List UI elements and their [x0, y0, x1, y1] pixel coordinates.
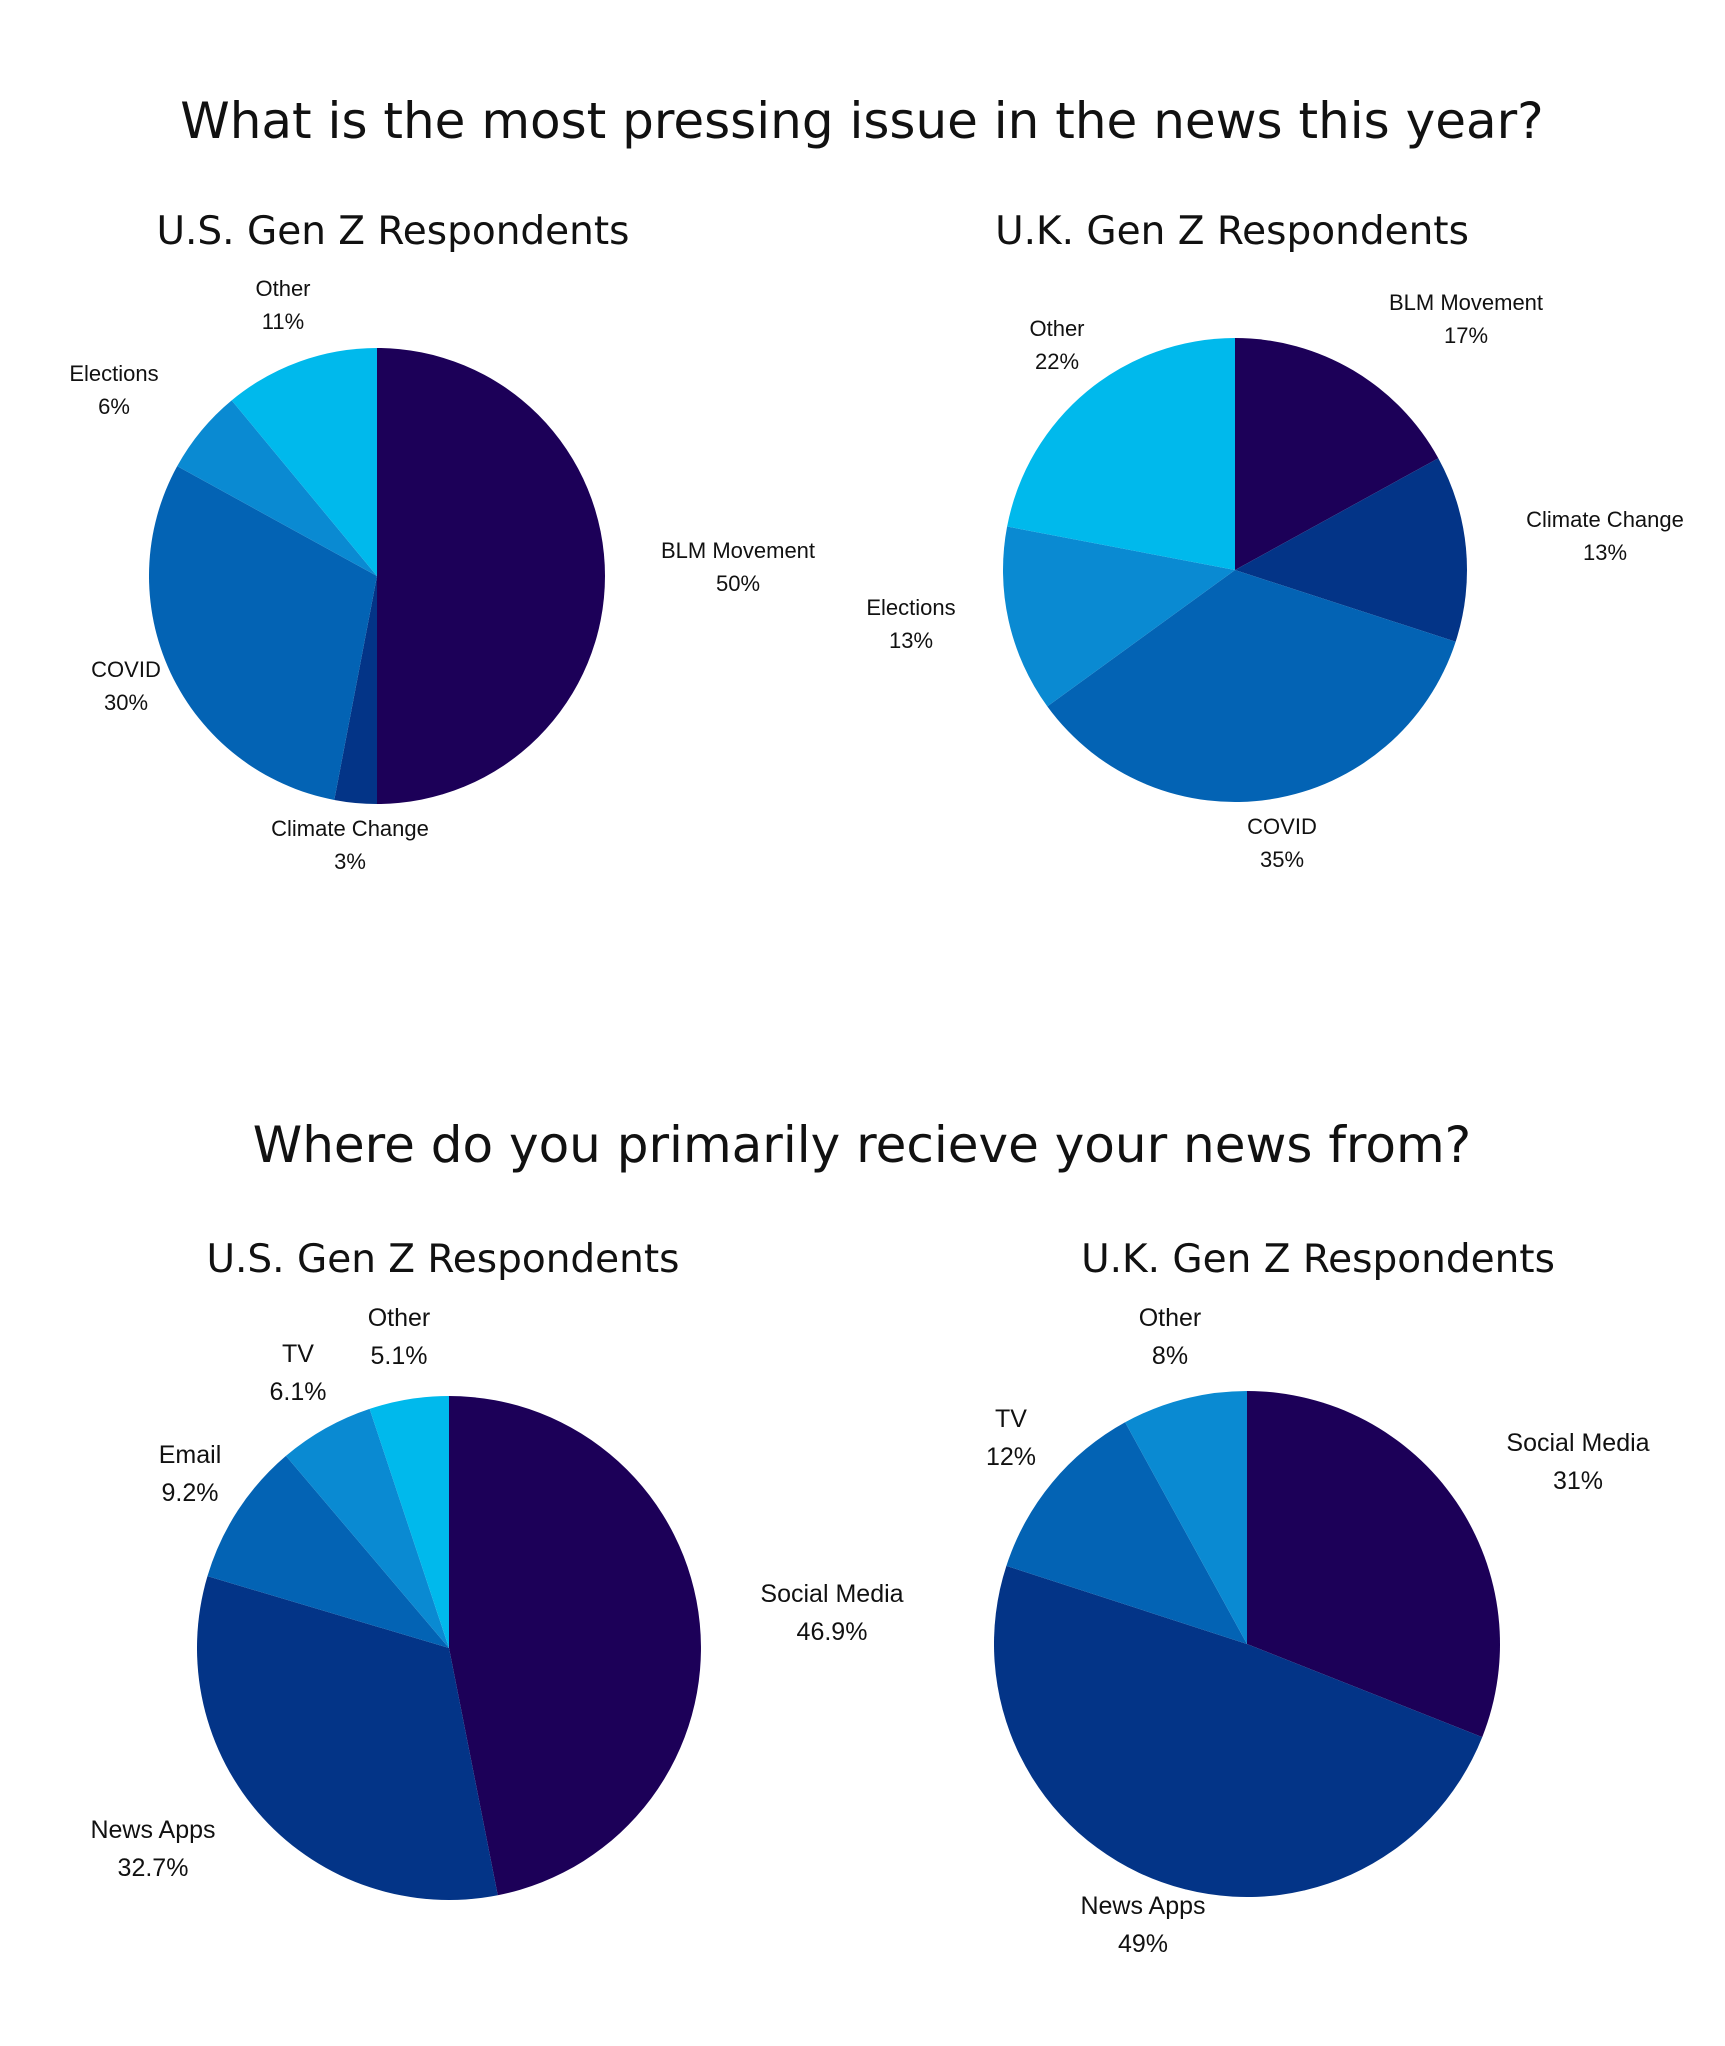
chart-title: U.K. Gen Z Respondents: [995, 209, 1469, 254]
slice-value-tv: 12%: [986, 1443, 1036, 1471]
slice-value-climate-change: 13%: [1583, 540, 1627, 565]
slice-value-climate-change: 3%: [334, 849, 366, 874]
slice-value-social-media: 31%: [1553, 1467, 1603, 1495]
slice-tv: [285, 1408, 449, 1648]
slice-label-news-apps: News Apps: [90, 1816, 215, 1844]
slice-label-other: Other: [368, 1304, 431, 1332]
slice-label-social-media: Social Media: [1506, 1429, 1649, 1457]
slice-social-media: [1247, 1391, 1500, 1738]
slice-label-social-media: Social Media: [760, 1580, 903, 1608]
slice-value-tv: 6.1%: [270, 1378, 327, 1406]
section-title-issues: What is the most pressing issue in the n…: [180, 92, 1543, 150]
slice-email: [207, 1455, 449, 1648]
slice-other: [1125, 1391, 1247, 1644]
slice-news-apps: [197, 1576, 498, 1900]
section-title-news-source: Where do you primarily recieve your news…: [253, 1116, 1471, 1174]
slice-other: [231, 348, 377, 576]
slice-value-blm-movement: 50%: [716, 571, 760, 596]
slice-other: [1007, 338, 1235, 570]
slice-other: [369, 1396, 449, 1648]
slice-value-covid: 30%: [104, 690, 148, 715]
pie-chart-us-news-source: U.S. Gen Z Respondents Social Media 46.9%…: [90, 1237, 904, 1900]
slice-label-covid: COVID: [91, 657, 161, 682]
slice-value-other: 5.1%: [371, 1342, 428, 1370]
slice-value-news-apps: 32.7%: [118, 1854, 189, 1882]
slice-blm-movement: [377, 348, 605, 804]
slice-value-social-media: 46.9%: [797, 1618, 868, 1646]
slice-blm-movement: [1235, 338, 1439, 570]
chart-title: U.K. Gen Z Respondents: [1081, 1237, 1555, 1282]
slice-label-blm-movement: BLM Movement: [661, 538, 815, 563]
slice-label-tv: TV: [995, 1405, 1027, 1433]
slice-tv: [1006, 1422, 1247, 1644]
slice-elections: [1003, 526, 1235, 707]
slice-label-other: Other: [255, 276, 310, 301]
slice-label-news-apps: News Apps: [1080, 1892, 1205, 1920]
slice-value-elections: 13%: [889, 628, 933, 653]
slice-news-apps: [993, 1565, 1483, 1898]
slice-value-blm-movement: 17%: [1444, 323, 1488, 348]
pie-chart-uk-issues: U.K. Gen Z Respondents BLM Movement 17% Cl…: [866, 209, 1684, 872]
slice-value-covid: 35%: [1260, 847, 1304, 872]
pie-chart-uk-news-source: U.K. Gen Z Respondents Social Media 31% Ne…: [986, 1237, 1650, 1958]
slice-label-blm-movement: BLM Movement: [1389, 290, 1543, 315]
slice-label-other: Other: [1029, 316, 1084, 341]
slice-label-climate-change: Climate Change: [1526, 507, 1684, 532]
slice-label-email: Email: [159, 1441, 222, 1469]
slice-climate-change: [1235, 458, 1468, 642]
slice-label-other: Other: [1139, 1304, 1202, 1332]
slice-label-elections: Elections: [69, 361, 158, 386]
slice-value-news-apps: 49%: [1118, 1930, 1168, 1958]
slice-label-climate-change: Climate Change: [271, 816, 429, 841]
chart-title: U.S. Gen Z Respondents: [206, 1237, 679, 1282]
slice-elections: [177, 400, 377, 576]
slice-label-elections: Elections: [866, 595, 955, 620]
slice-label-covid: COVID: [1247, 814, 1317, 839]
slice-value-other: 11%: [262, 309, 304, 334]
slice-label-tv: TV: [282, 1340, 314, 1368]
slice-value-other: 22%: [1035, 349, 1079, 374]
slice-social-media: [449, 1396, 701, 1896]
chart-title: U.S. Gen Z Respondents: [156, 209, 629, 254]
slice-climate-change: [334, 576, 377, 804]
slice-value-other: 8%: [1152, 1342, 1188, 1370]
slice-covid: [148, 466, 377, 800]
slice-value-email: 9.2%: [162, 1479, 219, 1507]
slice-value-elections: 6%: [98, 394, 130, 419]
slice-covid: [1047, 570, 1456, 803]
pie-chart-us-issues: U.S. Gen Z Respondents BLM Movement 50% Cl…: [69, 209, 815, 874]
